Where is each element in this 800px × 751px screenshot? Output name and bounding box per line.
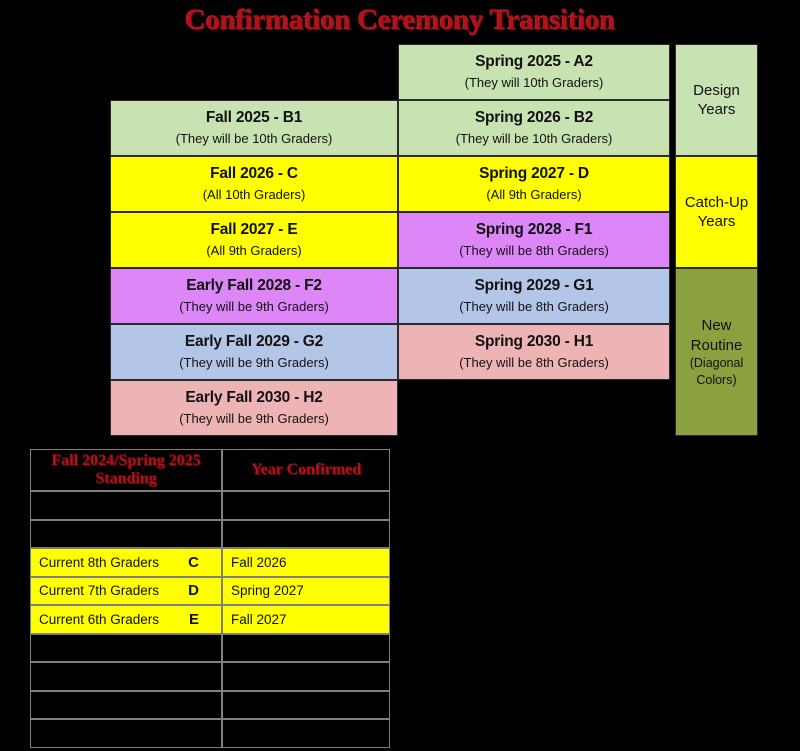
standing-table: Fall 2024/Spring 2025 Standing Year Confi… bbox=[30, 449, 390, 748]
grid-cell-right: Spring 2026 - B2 (They will be 10th Grade… bbox=[398, 100, 670, 156]
grid-cell-subtitle: (They will be 8th Graders) bbox=[459, 243, 609, 259]
grid-cell-subtitle: (All 9th Graders) bbox=[206, 243, 302, 259]
grid-cell-right: Spring 2025 - A2 (They will 10th Graders) bbox=[398, 44, 670, 100]
legend-item-note: (Diagonal Colors) bbox=[689, 356, 744, 387]
legend-item-2: Catch-Up Years bbox=[675, 156, 758, 268]
standing-cell-year: Spring 2027 bbox=[222, 576, 390, 605]
transition-grid: Spring 2025 - A2 (They will 10th Graders)… bbox=[110, 44, 670, 436]
standing-cell-standing bbox=[30, 690, 222, 719]
standing-cell-standing bbox=[30, 491, 222, 520]
grid-cell-left: Fall 2027 - E (All 9th Graders) bbox=[110, 212, 398, 268]
grid-cell-title: Spring 2025 - A2 bbox=[475, 53, 593, 71]
standing-label: Current 7th Graders bbox=[39, 583, 160, 599]
grid-cell-title: Fall 2027 - E bbox=[210, 221, 298, 239]
standing-cell-standing: Current 8th Graders C bbox=[30, 548, 222, 577]
standing-cell-standing: Current 6th Graders E bbox=[30, 605, 222, 634]
grid-cell-title: Fall 2025 - B1 bbox=[205, 109, 303, 127]
grid-cell-title: Spring 2026 - B2 bbox=[474, 109, 594, 127]
grid-cell-right: Spring 2027 - D (All 9th Graders) bbox=[398, 156, 670, 212]
grid-cell-right: Spring 2029 - G1 (They will be 8th Grader… bbox=[398, 268, 670, 324]
legend-item-3: New Routine (Diagonal Colors) bbox=[675, 268, 758, 436]
standing-label: Current 8th Graders bbox=[39, 554, 160, 570]
grid-cell-title: Spring 2030 - H1 bbox=[474, 333, 594, 351]
standing-label: Current 6th Graders bbox=[39, 611, 160, 627]
standing-code: C bbox=[188, 553, 199, 571]
grid-cell-subtitle: (They will be 10th Graders) bbox=[455, 131, 613, 147]
legend-column: Design Years Catch-Up Years New Routine (Di… bbox=[675, 44, 758, 436]
grid-cell-title: Early Fall 2029 - G2 bbox=[184, 333, 324, 351]
grid-cell-title: Spring 2029 - G1 bbox=[474, 277, 594, 295]
grid-cell-title: Early Fall 2030 - H2 bbox=[185, 389, 323, 407]
page-title: Confirmation Ceremony Transition bbox=[184, 4, 616, 36]
grid-cell-subtitle: (They will be 8th Graders) bbox=[459, 355, 609, 371]
standing-cell-standing: Current 7th Graders D bbox=[30, 576, 222, 605]
standing-cell-year: Fall 2026 bbox=[222, 548, 390, 577]
standing-year: Fall 2026 bbox=[231, 554, 287, 570]
standing-year: Spring 2027 bbox=[231, 583, 304, 599]
grid-cell-left: Early Fall 2028 - F2 (They will be 9th Gr… bbox=[110, 268, 398, 324]
legend-item-label: Design Years bbox=[693, 81, 740, 119]
grid-cell-title: Spring 2028 - F1 bbox=[475, 221, 593, 239]
grid-cell-subtitle: (All 10th Graders) bbox=[202, 187, 306, 203]
grid-cell-left: Early Fall 2030 - H2 (They will be 9th Gr… bbox=[110, 380, 398, 436]
standing-year: Fall 2027 bbox=[231, 611, 287, 627]
standing-header-1: Fall 2024/Spring 2025 Standing bbox=[30, 449, 222, 491]
grid-cell-left: Early Fall 2029 - G2 (They will be 9th Gr… bbox=[110, 324, 398, 380]
standing-cell-year bbox=[222, 519, 390, 548]
legend-item-label: New Routine bbox=[690, 317, 743, 354]
grid-cell-subtitle: (All 9th Graders) bbox=[486, 187, 582, 203]
legend-item-1: Design Years bbox=[675, 44, 758, 156]
standing-header-2: Year Confirmed bbox=[222, 449, 390, 491]
standing-cell-year bbox=[222, 690, 390, 719]
grid-cell-subtitle: (They will be 9th Graders) bbox=[179, 299, 329, 315]
grid-cell-title: Spring 2027 - D bbox=[479, 165, 589, 183]
standing-cell-standing bbox=[30, 719, 222, 748]
grid-cell-title: Early Fall 2028 - F2 bbox=[186, 277, 322, 295]
grid-cell-left: Fall 2025 - B1 (They will be 10th Graders… bbox=[110, 100, 398, 156]
grid-cell-left: Fall 2026 - C (All 10th Graders) bbox=[110, 156, 398, 212]
standing-cell-year bbox=[222, 633, 390, 662]
standing-cell-year bbox=[222, 662, 390, 691]
grid-cell-right: Spring 2030 - H1 (They will be 8th Grader… bbox=[398, 324, 670, 380]
standing-cell-year bbox=[222, 719, 390, 748]
standing-cell-standing bbox=[30, 662, 222, 691]
grid-cell-subtitle: (They will be 9th Graders) bbox=[179, 411, 329, 427]
grid-cell-right: Spring 2028 - F1 (They will be 8th Grader… bbox=[398, 212, 670, 268]
standing-cell-year: Fall 2027 bbox=[222, 605, 390, 634]
standing-cell-standing bbox=[30, 633, 222, 662]
standing-cell-year bbox=[222, 491, 390, 520]
grid-cell-title: Fall 2026 - C bbox=[210, 165, 298, 183]
grid-cell-subtitle: (They will be 10th Graders) bbox=[175, 131, 333, 147]
standing-code: E bbox=[188, 610, 199, 628]
grid-cell-subtitle: (They will 10th Graders) bbox=[464, 75, 604, 91]
grid-cell-subtitle: (They will be 8th Graders) bbox=[459, 299, 609, 315]
standing-code: D bbox=[188, 582, 199, 600]
legend-item-label: Catch-Up Years bbox=[684, 193, 749, 231]
grid-cell-subtitle: (They will be 9th Graders) bbox=[179, 355, 329, 371]
standing-cell-standing bbox=[30, 519, 222, 548]
